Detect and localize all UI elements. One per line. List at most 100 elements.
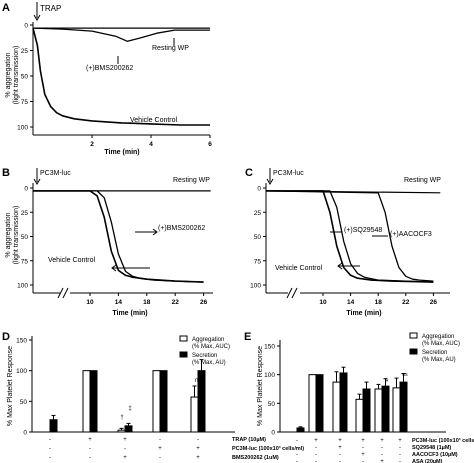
condition-sign: - [399,459,401,463]
condition-sign: - [362,445,364,451]
bar-secretion [89,370,98,433]
legend-label-aggregation: Aggregation [192,337,224,343]
bar-aggregation [392,387,401,433]
condition-sign: - [49,446,51,452]
legend-swatch-secretion [409,348,418,355]
y-tick-label: 0 [271,430,275,437]
legend-label-secretion: Secretion [422,350,447,356]
y-tick-label: 25 [21,48,29,55]
x-tick-label: 26 [430,299,438,306]
x-axis-label: Time (min) [346,310,381,317]
x-axis-label: Time (min) [112,310,147,317]
x-tick-label: 22 [402,299,410,306]
agonist-label: PC3M-luc [40,170,71,177]
x-tick-label: 14 [347,299,355,306]
condition-sign: + [314,438,318,444]
condition-sign: - [89,446,91,452]
condition-sign: - [49,437,51,443]
bar-aggregation [308,374,317,433]
axis-break [57,287,64,299]
condition-sign: + [196,446,200,452]
legend-swatch-secretion [179,351,188,358]
series-line-vehicle-control [32,27,210,126]
y-tick-label: 75 [21,99,29,106]
condition-sign: + [196,455,200,461]
condition-sign: - [339,452,341,458]
x-axis-label: Time (min) [104,149,139,156]
drug1-label: (+)SQ29548 [344,227,382,234]
agonist-arrowhead [266,178,274,185]
panel-letter: C [245,167,253,179]
condition-sign: - [89,455,91,461]
panel-d: D % Max Platelet Response 0 50 100 150 Aggr… [2,331,304,461]
condition-sign: - [296,459,298,463]
bar-secretion [339,372,348,433]
condition-label: ASA (20µM) [412,459,443,463]
legend-label-secretion: Secretion [192,353,217,359]
legend-label-aggregation-unit: (% Max, AUC) [192,344,230,350]
y-tick-label: 150 [16,338,27,345]
condition-sign: - [49,455,51,461]
condition-sign: + [88,437,92,443]
bar-aggregation [374,388,383,433]
condition-sign: + [123,437,127,443]
panel-e: E % Max Platelet Response 0 50 100 150 Aggr… [244,331,474,463]
annotation-star: * [368,390,371,397]
condition-sign: - [399,452,401,458]
condition-sign: + [338,445,342,451]
x-tick-label: 6 [208,141,212,148]
bar-secretion [49,419,58,433]
condition-label: TRAP (10µM) [232,437,266,443]
bar-secretion [381,385,390,433]
annotation-dagger: † [120,415,123,421]
series-line-aacocf3 [265,190,434,282]
bar-aggregation [190,396,199,433]
y-axis-label-2: (light transmission) [13,46,20,105]
legend-label-aggregation: Aggregation [422,334,454,340]
resting-label: Resting WP [173,177,210,184]
condition-label: PC3M-luc (100x10³ cells/ml) [232,445,304,452]
y-axis-label: % aggregation [5,212,12,257]
x-tick-label: 2 [90,141,94,148]
y-tick-label: 0 [257,186,261,193]
y-tick-label: 100 [17,125,28,132]
condition-sign: - [399,445,401,451]
bar-secretion [296,427,305,433]
y-tick-label: 50 [268,401,276,408]
annotation-ns: ns [195,378,201,384]
panel-letter: B [2,167,10,179]
condition-sign: + [123,455,127,461]
x-tick-label: 26 [200,299,208,306]
condition-label: AACOCF3 (10µM) [412,452,458,458]
legend-swatch-aggregation [409,332,418,339]
legend: Aggregation (% Max, AUC) Secretion (% Ma… [409,332,460,363]
bar-aggregation [82,370,91,433]
condition-sign: + [338,438,342,444]
resting-label: Resting WP [404,177,441,184]
condition-sign: - [315,452,317,458]
y-tick-label: 75 [254,258,262,265]
condition-label: SQ29548 (1µM) [412,445,451,451]
x-tick-label: 18 [143,299,151,306]
agonist-label: TRAP [40,4,61,13]
condition-sign: - [159,437,161,443]
x-tick-label: 4 [149,141,153,148]
condition-sign: - [159,455,161,461]
agonist-arrowhead [33,14,41,21]
y-tick-label: 0 [24,23,28,30]
axis-break [286,287,293,299]
y-tick-label: 50 [21,234,29,241]
y-tick-label: 100 [264,372,275,379]
condition-sign: - [197,437,199,443]
bar-aggregation [332,381,341,433]
bar-secretion [399,381,408,433]
condition-sign: + [361,438,365,444]
condition-label: PC3M-luc (100x10³ cells/ml) [412,437,474,444]
drug2-label: (+)AACOCF3 [390,231,432,238]
y-tick-label: 100 [16,368,27,375]
condition-sign: - [296,438,298,444]
drug-label: (+)BMS200262 [86,65,133,72]
axis-break [291,287,298,299]
y-axis-label: % Max Platelet Response [257,346,264,426]
annotation-star: * [386,379,389,386]
